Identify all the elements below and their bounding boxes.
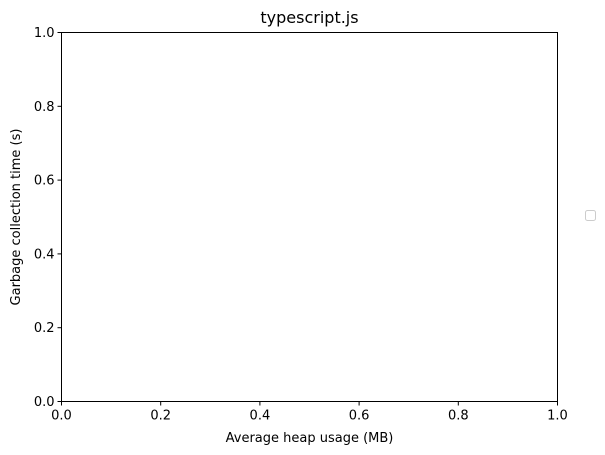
x-tick-label: 0.6 bbox=[349, 409, 370, 424]
y-tick-label: 0.0 bbox=[34, 395, 55, 410]
plot-area bbox=[61, 32, 558, 402]
y-axis: 0.0 0.2 0.4 0.6 0.8 1.0 bbox=[34, 26, 62, 410]
x-tick-label: 1.0 bbox=[547, 409, 568, 424]
y-tick-label: 0.4 bbox=[34, 247, 55, 262]
y-tick-label: 0.6 bbox=[34, 174, 55, 189]
legend-box bbox=[585, 210, 596, 221]
x-tick-label: 0.8 bbox=[448, 409, 469, 424]
legend bbox=[585, 210, 596, 221]
y-tick-label: 0.8 bbox=[34, 100, 55, 115]
x-tick-label: 0.4 bbox=[250, 409, 271, 424]
y-axis-label: Garbage collection time (s) bbox=[9, 129, 24, 306]
x-tick-label: 0.2 bbox=[150, 409, 171, 424]
x-axis: 0.0 0.2 0.4 0.6 0.8 1.0 bbox=[51, 401, 568, 424]
axes-frame bbox=[61, 32, 558, 402]
y-tick-label: 1.0 bbox=[34, 26, 55, 41]
chart-title: typescript.js bbox=[260, 8, 358, 27]
x-tick-label: 0.0 bbox=[51, 409, 72, 424]
y-tick-label: 0.2 bbox=[34, 321, 55, 336]
x-axis-label: Average heap usage (MB) bbox=[226, 431, 394, 446]
